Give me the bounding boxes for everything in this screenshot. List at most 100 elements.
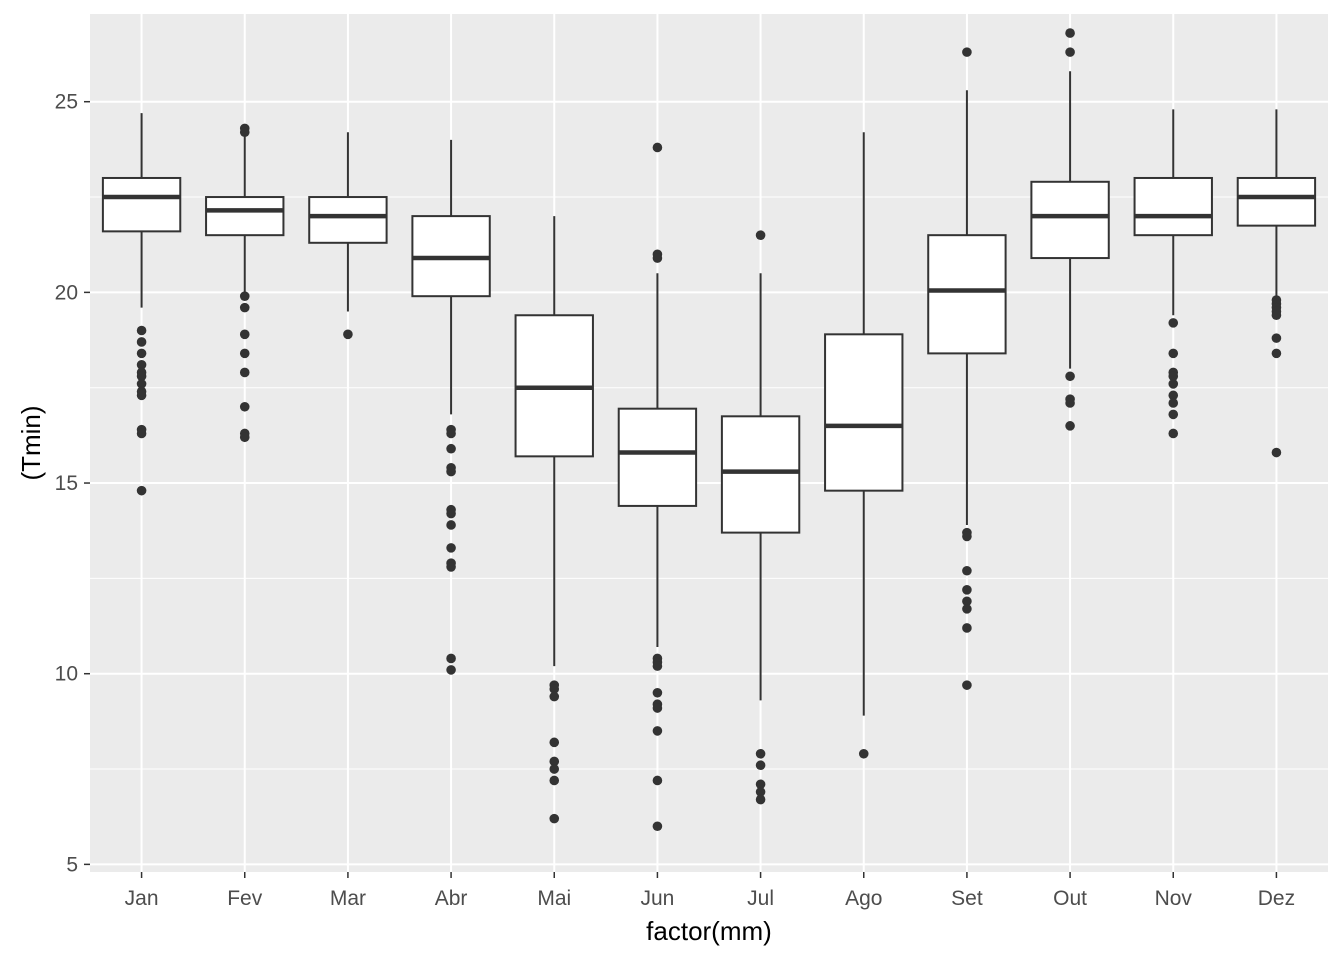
box-out xyxy=(1030,28,1110,431)
outlier-point xyxy=(136,337,147,347)
outlier-point xyxy=(136,360,147,370)
y-axis: 5 10 15 20 25 xyxy=(55,91,90,876)
iqr-box xyxy=(927,234,1007,355)
outlier-point xyxy=(755,748,766,759)
outlier-point xyxy=(1168,398,1179,408)
outlier-point xyxy=(343,329,353,340)
iqr-box xyxy=(617,407,698,507)
outlier-point xyxy=(652,726,663,736)
x-tick-label: Fev xyxy=(227,887,263,910)
outlier-point xyxy=(446,665,456,675)
outlier-point xyxy=(446,428,456,439)
outlier-point xyxy=(136,428,147,439)
y-tick-label: 10 xyxy=(55,663,78,686)
outlier-point xyxy=(1065,47,1075,57)
outlier-point xyxy=(1065,421,1075,431)
x-tick-label: Mai xyxy=(537,887,571,910)
outlier-point xyxy=(239,432,250,443)
iqr-box xyxy=(101,176,182,233)
outlier-point xyxy=(549,737,560,748)
box-set xyxy=(927,47,1007,690)
outlier-point xyxy=(549,813,560,824)
x-axis-title: factor(mm) xyxy=(646,916,772,946)
outlier-point xyxy=(755,787,766,797)
outlier-point xyxy=(446,443,456,454)
outlier-point xyxy=(549,684,560,694)
box-jun xyxy=(617,142,698,832)
outlier-point xyxy=(549,756,560,767)
x-tick-label: Set xyxy=(951,887,983,910)
outlier-point xyxy=(1065,28,1075,38)
outlier-point xyxy=(1168,428,1179,439)
outlier-point xyxy=(652,661,663,671)
outlier-point xyxy=(1271,333,1282,343)
outlier-point xyxy=(652,687,663,698)
outlier-point xyxy=(1271,310,1282,321)
box-jul xyxy=(720,230,801,805)
outlier-point xyxy=(446,562,456,572)
outlier-point xyxy=(962,565,972,576)
outlier-point xyxy=(755,760,766,771)
outlier-point xyxy=(136,371,147,382)
outlier-point xyxy=(446,520,456,530)
outlier-point xyxy=(652,703,663,713)
outlier-point xyxy=(652,253,663,263)
box-abr xyxy=(411,139,491,675)
outlier-point xyxy=(239,367,250,378)
x-tick-label: Jun xyxy=(640,887,674,910)
iqr-box xyxy=(1133,176,1213,237)
x-tick-label: Jan xyxy=(125,887,159,910)
iqr-box xyxy=(1236,176,1317,227)
x-tick-label: Dez xyxy=(1258,887,1295,910)
outlier-point xyxy=(549,691,560,702)
iqr-box xyxy=(824,333,904,492)
x-tick-label: Jul xyxy=(747,887,774,910)
x-tick-label: Nov xyxy=(1155,887,1193,910)
box-jan xyxy=(101,113,182,496)
outlier-point xyxy=(549,764,560,774)
outlier-point xyxy=(239,291,250,301)
outlier-point xyxy=(962,596,972,607)
outlier-point xyxy=(652,142,663,153)
outlier-point xyxy=(1168,390,1179,401)
outlier-point xyxy=(239,348,250,359)
x-tick-label: Mar xyxy=(330,887,366,910)
y-tick-label: 25 xyxy=(55,91,78,114)
outlier-point xyxy=(136,325,147,336)
outlier-point xyxy=(962,47,972,57)
outlier-point xyxy=(239,329,250,340)
x-tick-label: Abr xyxy=(435,887,468,910)
outlier-point xyxy=(239,127,250,138)
x-axis: Jan Fev Mar Abr Mai Jun Jul Ago Set Out Nov Dez xyxy=(125,872,1295,910)
outlier-point xyxy=(755,230,766,240)
box-dez xyxy=(1236,109,1317,458)
iqr-box xyxy=(720,415,801,534)
outlier-point xyxy=(962,531,972,542)
box-mai xyxy=(514,216,594,824)
outlier-point xyxy=(1168,379,1179,389)
outlier-point xyxy=(962,604,972,614)
outlier-point xyxy=(136,390,147,401)
outlier-point xyxy=(1065,398,1075,408)
x-tick-label: Out xyxy=(1053,887,1087,910)
outlier-point xyxy=(446,543,456,553)
outlier-point xyxy=(962,585,972,595)
outlier-point xyxy=(136,348,147,359)
outlier-point xyxy=(446,466,456,477)
outlier-point xyxy=(962,623,972,633)
y-tick-label: 5 xyxy=(66,853,78,876)
outlier-point xyxy=(755,794,766,805)
outlier-point xyxy=(446,508,456,519)
outlier-point xyxy=(549,775,560,786)
outlier-point xyxy=(1168,371,1179,382)
iqr-box xyxy=(308,196,388,244)
box-ago xyxy=(824,132,904,759)
outlier-point xyxy=(136,485,147,496)
outlier-point xyxy=(1271,447,1282,458)
outlier-point xyxy=(446,653,456,664)
y-tick-label: 20 xyxy=(55,281,78,304)
outlier-point xyxy=(755,779,766,790)
outlier-point xyxy=(962,680,972,690)
iqr-box xyxy=(205,196,285,237)
